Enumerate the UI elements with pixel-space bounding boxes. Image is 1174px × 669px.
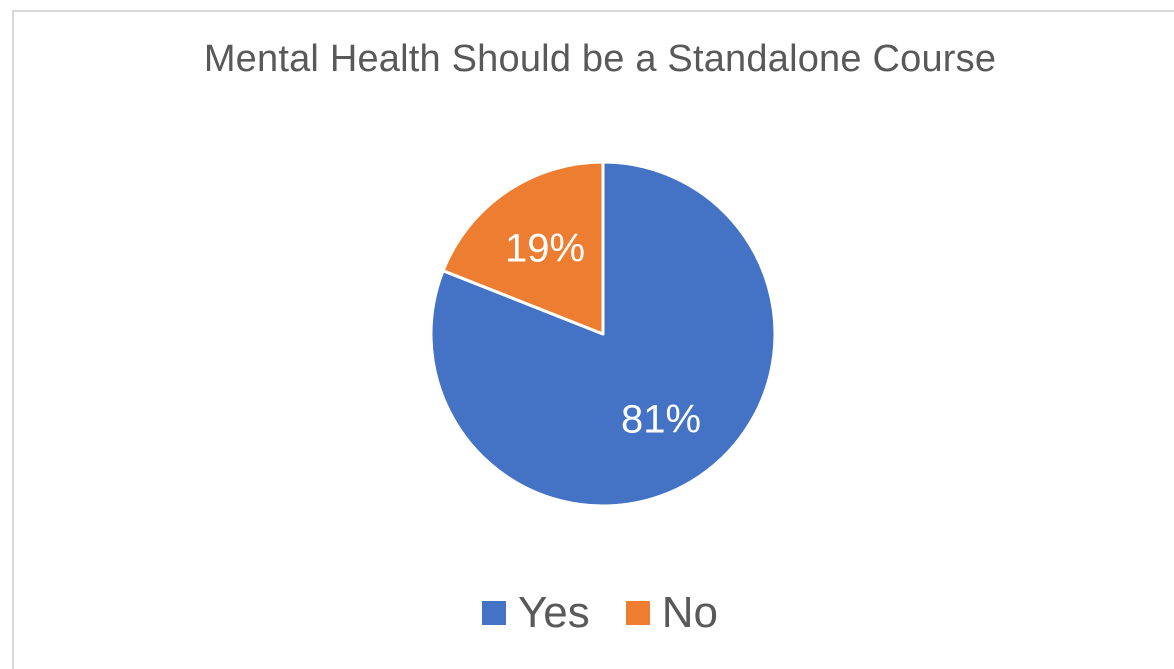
legend-swatch-yes [481, 601, 506, 625]
legend-label-yes: Yes [517, 588, 590, 637]
data-label-yes: 81% [621, 397, 701, 441]
legend-swatch-no [625, 601, 650, 625]
chart-title: Mental Health Should be a Standalone Cou… [203, 38, 997, 80]
legend-label-no: No [661, 588, 719, 637]
legend-item-no: No [625, 588, 719, 638]
legend: Yes No [0, 588, 1174, 638]
data-label-no: 19% [505, 227, 585, 271]
pie-slice-no [441, 160, 605, 336]
legend-item-yes: Yes [481, 588, 590, 638]
